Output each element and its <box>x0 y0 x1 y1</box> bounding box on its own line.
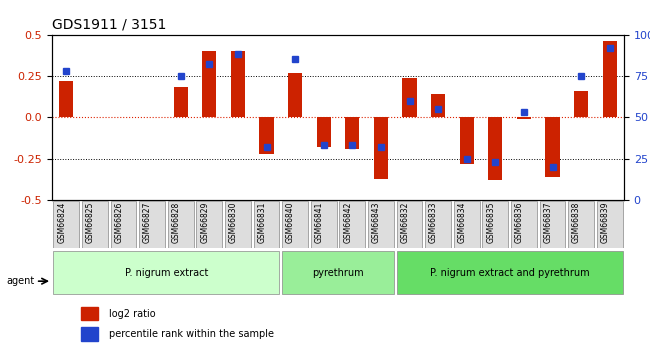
FancyBboxPatch shape <box>53 251 280 294</box>
Bar <box>317 117 331 147</box>
Text: GSM66825: GSM66825 <box>86 201 95 243</box>
FancyBboxPatch shape <box>396 251 623 294</box>
FancyBboxPatch shape <box>396 200 422 248</box>
Bar <box>431 94 445 117</box>
Text: GSM66838: GSM66838 <box>572 201 581 243</box>
Text: agent: agent <box>6 276 34 286</box>
FancyBboxPatch shape <box>254 200 280 248</box>
Bar <box>174 88 188 117</box>
Text: GSM66827: GSM66827 <box>143 201 152 243</box>
Text: GSM66842: GSM66842 <box>343 201 352 243</box>
Text: GSM66824: GSM66824 <box>57 201 66 243</box>
Text: GSM66843: GSM66843 <box>372 201 381 243</box>
Bar <box>402 78 417 117</box>
FancyBboxPatch shape <box>225 200 251 248</box>
Text: GDS1911 / 3151: GDS1911 / 3151 <box>52 18 166 32</box>
Bar <box>517 117 531 119</box>
FancyBboxPatch shape <box>454 200 480 248</box>
FancyBboxPatch shape <box>339 200 365 248</box>
Text: GSM66830: GSM66830 <box>229 201 238 243</box>
Bar <box>574 91 588 117</box>
FancyBboxPatch shape <box>282 251 394 294</box>
Bar <box>81 327 98 341</box>
Text: GSM66829: GSM66829 <box>200 201 209 243</box>
Bar <box>202 51 216 117</box>
Bar <box>345 117 359 149</box>
Text: log2 ratio: log2 ratio <box>109 309 156 318</box>
Text: P. nigrum extract: P. nigrum extract <box>125 268 208 277</box>
FancyBboxPatch shape <box>53 200 79 248</box>
FancyBboxPatch shape <box>540 200 566 248</box>
Bar <box>545 117 560 177</box>
FancyBboxPatch shape <box>282 200 308 248</box>
Text: GSM66826: GSM66826 <box>114 201 124 243</box>
Bar <box>288 72 302 117</box>
FancyBboxPatch shape <box>425 200 451 248</box>
Bar <box>374 117 388 179</box>
Bar <box>488 117 502 180</box>
Bar <box>259 117 274 154</box>
FancyBboxPatch shape <box>111 200 136 248</box>
FancyBboxPatch shape <box>482 200 508 248</box>
Text: GSM66839: GSM66839 <box>601 201 610 243</box>
Text: pyrethrum: pyrethrum <box>312 268 364 277</box>
FancyBboxPatch shape <box>597 200 623 248</box>
Bar <box>603 41 617 117</box>
FancyBboxPatch shape <box>568 200 594 248</box>
FancyBboxPatch shape <box>139 200 165 248</box>
Text: GSM66837: GSM66837 <box>543 201 552 243</box>
Text: GSM66835: GSM66835 <box>486 201 495 243</box>
FancyBboxPatch shape <box>311 200 337 248</box>
Text: GSM66836: GSM66836 <box>515 201 524 243</box>
FancyBboxPatch shape <box>196 200 222 248</box>
Text: GSM66832: GSM66832 <box>400 201 410 243</box>
Bar <box>59 81 73 117</box>
Bar <box>81 307 98 320</box>
Text: GSM66831: GSM66831 <box>257 201 266 243</box>
Text: percentile rank within the sample: percentile rank within the sample <box>109 329 274 339</box>
Bar <box>460 117 474 164</box>
Text: P. nigrum extract and pyrethrum: P. nigrum extract and pyrethrum <box>430 268 590 277</box>
FancyBboxPatch shape <box>168 200 194 248</box>
Text: GSM66840: GSM66840 <box>286 201 295 243</box>
Text: GSM66833: GSM66833 <box>429 201 438 243</box>
FancyBboxPatch shape <box>511 200 537 248</box>
Text: GSM66841: GSM66841 <box>315 201 324 243</box>
Text: GSM66834: GSM66834 <box>458 201 467 243</box>
Text: GSM66828: GSM66828 <box>172 201 181 243</box>
FancyBboxPatch shape <box>82 200 108 248</box>
FancyBboxPatch shape <box>368 200 394 248</box>
Bar <box>231 51 245 117</box>
